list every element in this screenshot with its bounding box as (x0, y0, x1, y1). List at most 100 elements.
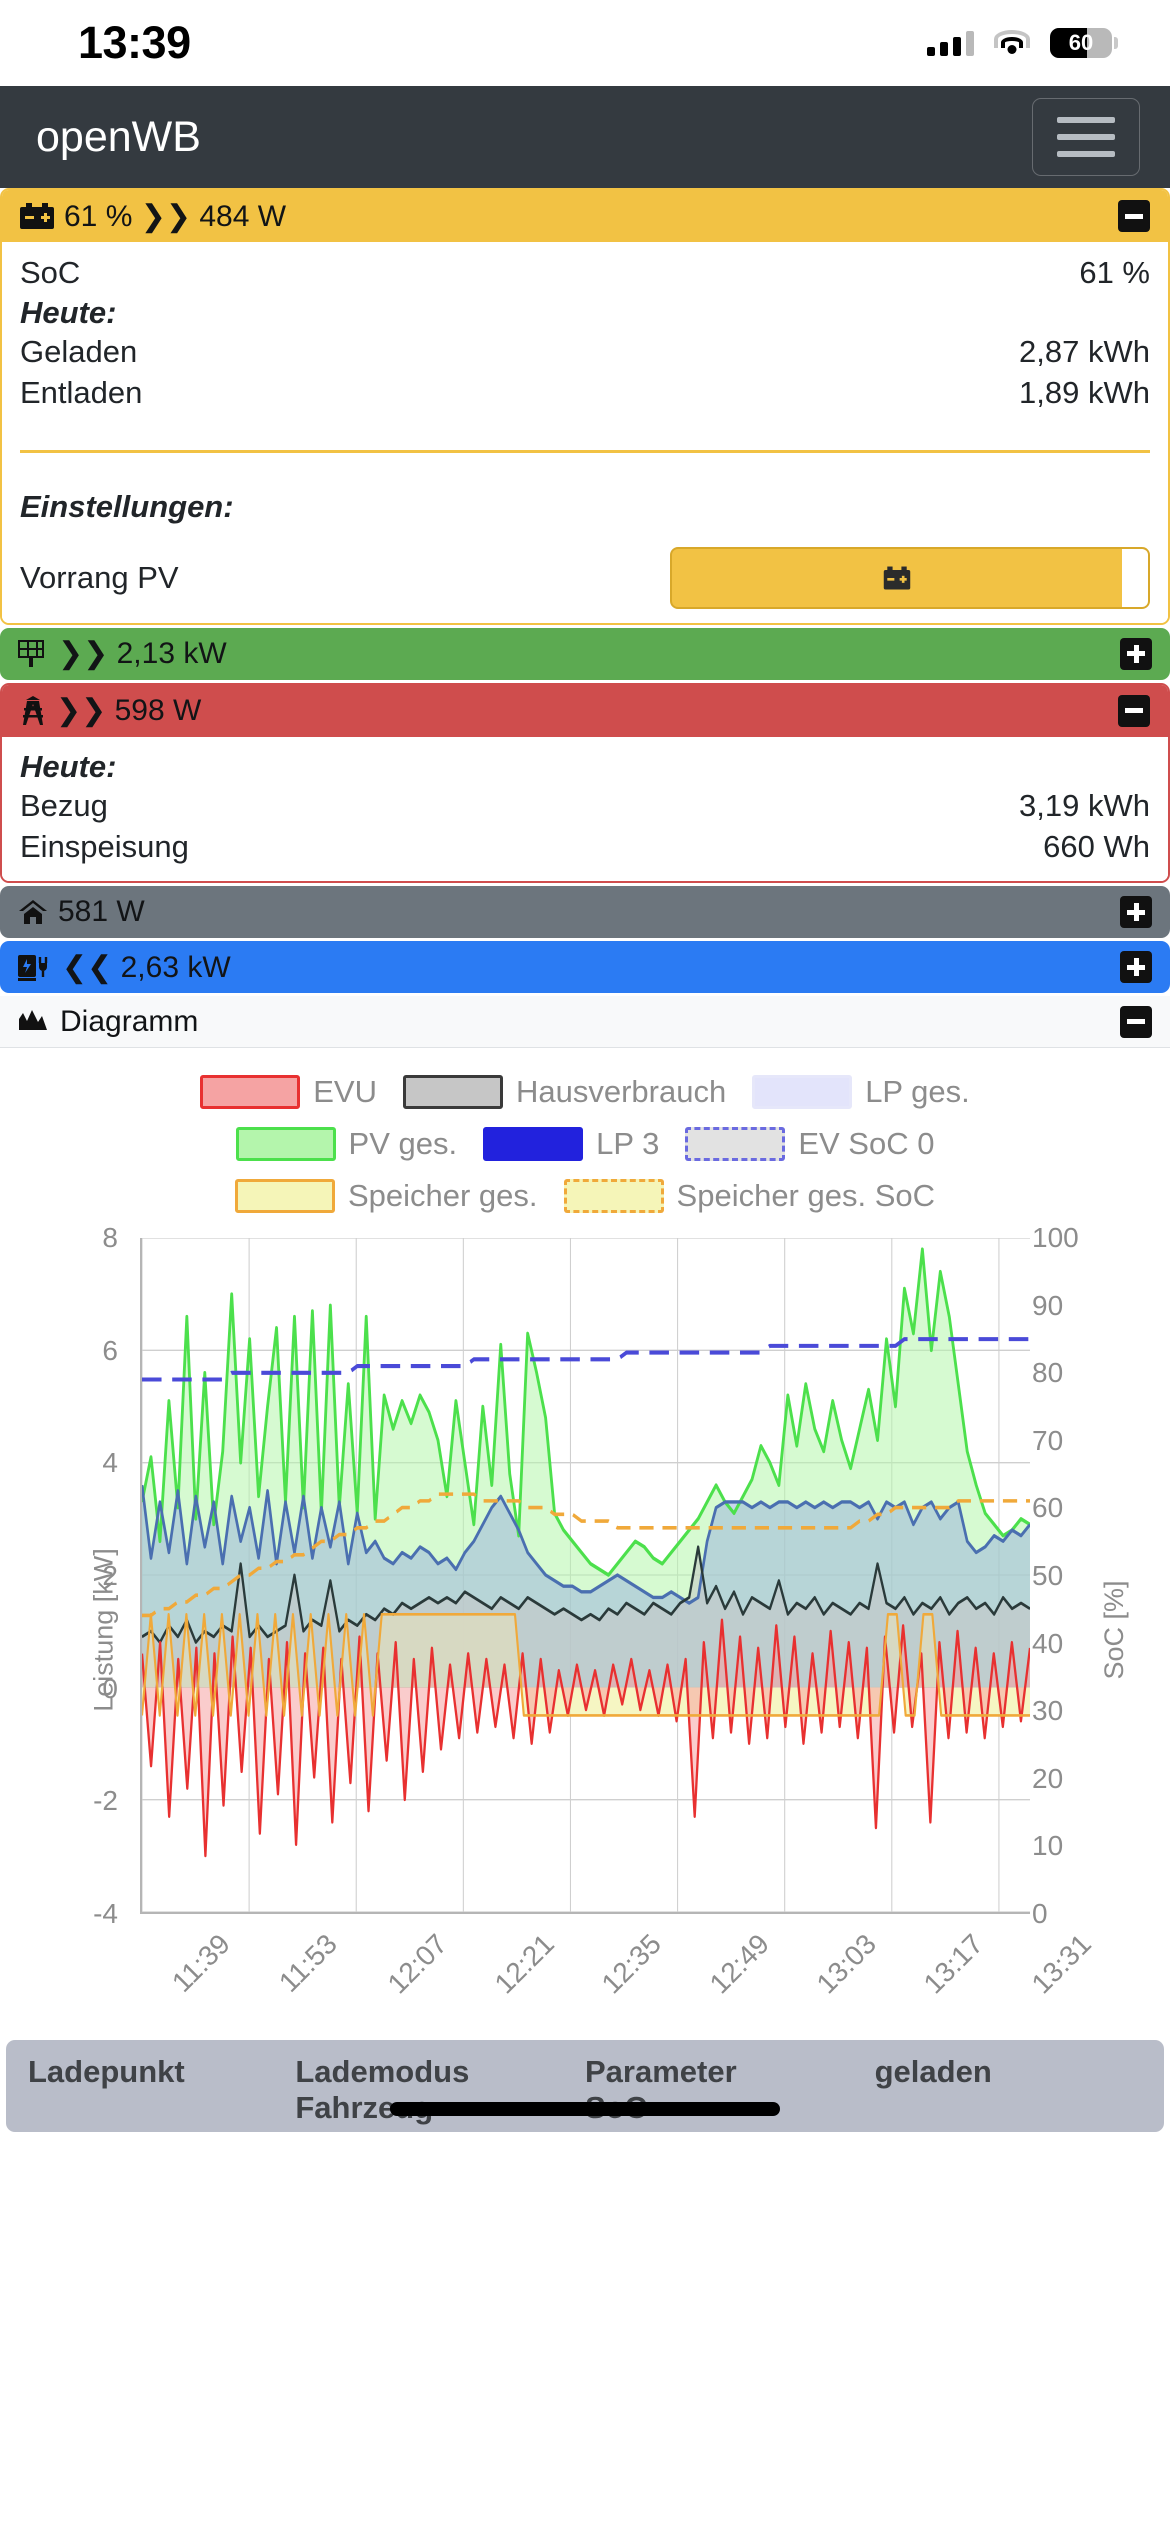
status-bar-time: 13:39 (78, 17, 191, 68)
chart-legend-row-1: EVU Hausverbrauch LP ges. (24, 1074, 1146, 1110)
battery-soc-value: 61 % (1079, 255, 1150, 290)
evu-einspeisung-label: Einspeisung (20, 828, 189, 864)
battery-charged-row: Geladen 2,87 kWh (20, 331, 1150, 372)
footer-area: Ladepunkt Lademodus Parameter geladen Fa… (0, 2040, 1170, 2133)
battery-collapse-toggle[interactable] (1118, 200, 1150, 232)
chargepoint-card-header[interactable]: ❮❮ 2,63 kW (0, 941, 1170, 994)
chargepoint-expand-toggle[interactable] (1120, 951, 1152, 984)
y2-tick-10: 10 (1032, 1830, 1064, 1862)
legend-item-ev-soc-0[interactable]: EV SoC 0 (685, 1126, 934, 1162)
x-tick-5: 12:49 (703, 1928, 775, 2000)
x-tick-0: 11:39 (165, 1928, 236, 1999)
battery-priority-toggle[interactable] (670, 546, 1150, 609)
chart-y2-axis-ticks: 100 90 80 70 60 50 40 30 20 10 0 (1032, 1222, 1102, 2030)
x-tick-8: 13:31 (1025, 1928, 1097, 2000)
hamburger-menu-icon[interactable] (1032, 98, 1140, 176)
y2-tick-100: 100 (1032, 1222, 1079, 1254)
ev-charging-station-icon (18, 953, 52, 982)
dashboard-stack: 61 % ❯❯ 484 W SoC 61 % Heute: Geladen 2,… (0, 188, 1170, 2133)
chargepoint-table: Ladepunkt Lademodus Parameter geladen Fa… (6, 2040, 1164, 2133)
y-tick-8: 8 (102, 1222, 118, 1254)
legend-item-speicher-ges[interactable]: Speicher ges. (234, 1178, 538, 1214)
y2-tick-60: 60 (1032, 1492, 1064, 1524)
battery-card-summary: 61 % ❯❯ 484 W (64, 199, 287, 233)
pv-expand-toggle[interactable] (1120, 637, 1152, 670)
legend-item-evu[interactable]: EVU (200, 1074, 377, 1110)
evu-bezug-value: 3,19 kWh (1019, 787, 1150, 823)
y2-tick-70: 70 (1032, 1424, 1064, 1456)
cellular-signal-icon (927, 30, 974, 56)
legend-swatch-lp-3 (483, 1127, 584, 1162)
legend-label-speicher-ges: Speicher ges. (347, 1178, 538, 1214)
battery-icon: 60 (1050, 28, 1118, 58)
pv-card-summary: ❯❯ 2,13 kW (58, 637, 227, 671)
x-tick-3: 12:21 (488, 1928, 561, 2000)
chart-y2-axis-label: SoC [%] (1098, 1580, 1129, 1680)
app-title: openWB (36, 112, 201, 161)
legend-label-lp-3: LP 3 (596, 1126, 660, 1162)
wifi-icon (994, 30, 1030, 56)
y-tick-4: 4 (102, 1447, 118, 1479)
y-tick-0: 0 (102, 1672, 118, 1704)
legend-swatch-speicher-ges (234, 1179, 335, 1214)
battery-percent-label: 60 (1068, 30, 1094, 55)
status-bar: 13:39 60 (0, 0, 1170, 86)
battery-divider (20, 449, 1150, 453)
pv-card-header[interactable]: ❯❯ 2,13 kW (0, 627, 1170, 680)
column-header-lademodus: Lademodus (295, 2054, 470, 2090)
y2-tick-90: 90 (1032, 1289, 1064, 1321)
power-pylon-icon (20, 695, 46, 726)
battery-priority-knob (1122, 548, 1148, 607)
legend-swatch-evu (200, 1075, 301, 1110)
diagram-collapse-toggle[interactable] (1120, 1005, 1152, 1038)
chart-canvas (140, 1238, 1030, 1915)
status-bar-indicators: 60 (927, 28, 1118, 58)
chart-legend-row-2: PV ges. LP 3 EV SoC 0 (24, 1126, 1146, 1162)
y-tick-6: 6 (102, 1334, 118, 1366)
battery-priority-row: Vorrang PV (20, 546, 1150, 609)
house-expand-toggle[interactable] (1120, 896, 1152, 929)
legend-item-speicher-ges-soc[interactable]: Speicher ges. SoC (563, 1178, 936, 1214)
house-card: 581 W (0, 886, 1170, 939)
evu-card-body: Heute: Bezug 3,19 kWh Einspeisung 660 Wh (2, 736, 1168, 882)
legend-label-speicher-ges-soc: Speicher ges. SoC (676, 1178, 936, 1214)
column-subheader-blank2 (875, 2090, 1142, 2126)
legend-item-lp-3[interactable]: LP 3 (483, 1126, 659, 1162)
column-header-ladepunkt: Ladepunkt (28, 2054, 185, 2090)
diagram-header[interactable]: Diagramm (0, 996, 1170, 1049)
legend-label-evu: EVU (313, 1074, 377, 1110)
battery-charged-value: 2,87 kWh (1019, 334, 1150, 370)
battery-discharged-label: Entladen (20, 375, 143, 411)
evu-card-header[interactable]: ❯❯ 598 W (2, 684, 1168, 737)
legend-item-pv-ges[interactable]: PV ges. (235, 1126, 458, 1162)
car-battery-icon (20, 203, 54, 229)
evu-card-summary: ❯❯ 598 W (56, 694, 202, 728)
legend-label-pv-ges: PV ges. (348, 1126, 458, 1162)
legend-label-hausverbrauch: Hausverbrauch (515, 1074, 727, 1110)
chart-container: EVU Hausverbrauch LP ges. PV ges. (0, 1048, 1170, 2031)
legend-label-lp-ges: LP ges. (865, 1074, 970, 1110)
legend-item-lp-ges[interactable]: LP ges. (752, 1074, 970, 1110)
column-header-parameter: Parameter (584, 2054, 737, 2090)
house-icon (18, 899, 48, 925)
x-tick-6: 13:03 (810, 1928, 883, 2000)
chart-legend: EVU Hausverbrauch LP ges. PV ges. (0, 1074, 1170, 1214)
solar-panel-icon (18, 639, 48, 668)
legend-item-hausverbrauch[interactable]: Hausverbrauch (402, 1074, 727, 1110)
y2-tick-0: 0 (1032, 1898, 1048, 1930)
evu-collapse-toggle[interactable] (1118, 694, 1150, 727)
diagram-section: Diagramm EVU Hausverbrauch (0, 996, 1170, 2031)
battery-soc-row: SoC 61 % (20, 252, 1150, 293)
battery-card-header[interactable]: 61 % ❯❯ 484 W (2, 190, 1168, 242)
y-tick-2: 2 (102, 1560, 118, 1592)
battery-priority-label: Vorrang PV (20, 559, 179, 595)
column-header-geladen: geladen (874, 2054, 992, 2090)
table-header-row-1: Ladepunkt Lademodus Parameter geladen (28, 2054, 1142, 2090)
evu-today-label: Heute: (20, 748, 117, 784)
app-header: openWB (0, 86, 1170, 188)
house-card-header[interactable]: 581 W (0, 886, 1170, 939)
home-indicator[interactable] (390, 2102, 780, 2117)
battery-discharged-row: Entladen 1,89 kWh (20, 372, 1150, 413)
x-tick-2: 12:07 (381, 1928, 453, 2000)
legend-swatch-ev-soc-0 (685, 1127, 786, 1162)
